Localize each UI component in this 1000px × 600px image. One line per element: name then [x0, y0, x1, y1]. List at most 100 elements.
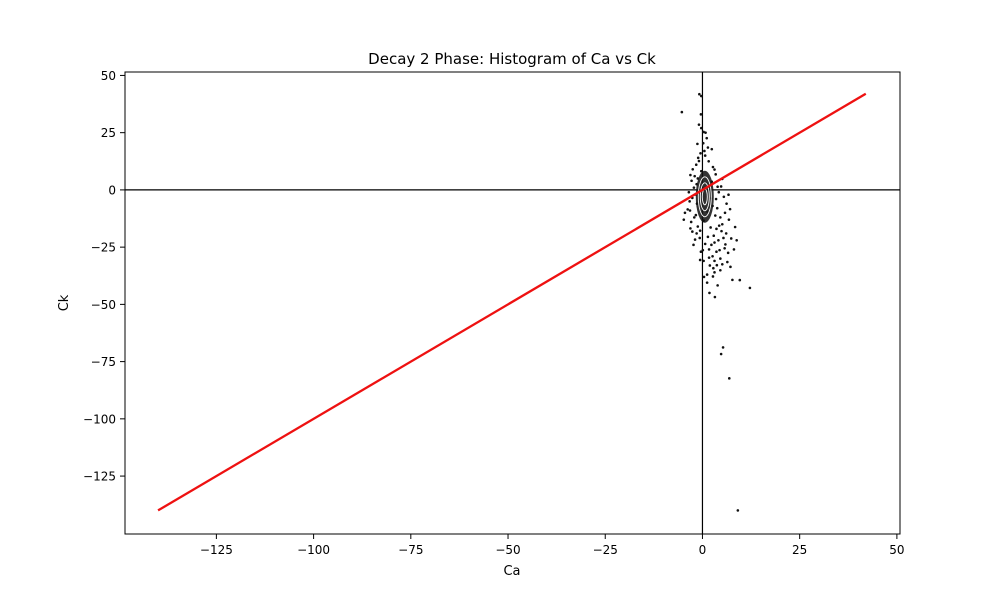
x-axis-ticks: −125 −100 −75 −50 −25 0 25 50 — [200, 534, 905, 557]
scatter-point — [738, 278, 742, 282]
scatter-point — [717, 238, 720, 242]
y-axis-ticks: 50 25 0 −25 −50 −75 −100 −125 — [83, 69, 125, 484]
scatter-point — [709, 226, 712, 229]
scatter-point — [720, 263, 724, 266]
scatter-point — [712, 266, 715, 270]
scatter-point — [703, 149, 706, 153]
x-tick-label: 25 — [792, 543, 807, 557]
scatter-point — [719, 257, 722, 260]
scatter-point — [713, 214, 717, 217]
scatter-point — [721, 346, 725, 349]
scatter-point — [719, 185, 723, 188]
scatter-point — [708, 291, 711, 295]
scatter-point — [705, 281, 709, 284]
scatter-point — [717, 224, 721, 227]
scatter-point — [713, 259, 716, 263]
scatter-point — [696, 225, 700, 228]
scatter-point — [726, 251, 730, 255]
scatter-point — [719, 268, 722, 272]
scatter-point — [704, 131, 707, 134]
x-tick-label: −75 — [398, 543, 423, 557]
scatter-point — [717, 190, 721, 194]
y-tick-label: −50 — [91, 298, 116, 312]
scatter-point — [726, 260, 729, 264]
scatter-point — [705, 136, 709, 140]
x-tick-label: −50 — [495, 543, 520, 557]
scatter-point — [683, 211, 687, 215]
chart-title: Decay 2 Phase: Histogram of Ca vs Ck — [368, 50, 656, 68]
scatter-point — [723, 246, 726, 250]
x-tick-label: −125 — [200, 543, 233, 557]
scatter-point — [716, 185, 719, 188]
y-tick-label: −75 — [91, 355, 116, 369]
scatter-point — [691, 167, 695, 171]
scatter-point — [724, 243, 727, 246]
scatter-point — [711, 165, 715, 169]
y-axis-label: Ck — [57, 294, 72, 311]
scatter-point — [699, 169, 703, 173]
scatter-point — [699, 151, 702, 155]
scatter-point — [715, 263, 719, 267]
scatter-point — [713, 241, 716, 244]
scatter-point — [699, 94, 703, 98]
scatter-point — [688, 209, 692, 212]
scatter-point — [722, 236, 725, 240]
scatter-point — [715, 250, 718, 254]
scatter-point — [689, 173, 692, 177]
scatter-point — [692, 216, 696, 219]
scatter-point — [727, 218, 731, 221]
scatter-point — [699, 113, 703, 116]
scatter-point — [688, 200, 691, 203]
scatter-point — [706, 146, 710, 149]
scatter-point — [680, 110, 684, 114]
scatter-point — [698, 92, 701, 96]
scatter-point — [693, 174, 696, 178]
scatter-point — [723, 211, 727, 215]
scatter-point — [733, 225, 737, 229]
scatter-point — [702, 259, 705, 263]
y-tick-label: 0 — [108, 183, 116, 197]
y-tick-label: −25 — [91, 241, 116, 255]
scatter-point — [719, 216, 722, 219]
scatter-point — [701, 141, 705, 145]
scatter-point — [703, 242, 707, 246]
scatter-point — [689, 220, 693, 224]
scatter-point — [682, 218, 686, 221]
scatter-point — [692, 186, 696, 189]
scatter-point — [690, 179, 693, 183]
scatter-point — [707, 248, 711, 251]
scatter-point — [701, 248, 705, 252]
scatter-point — [720, 222, 724, 226]
scatter-point — [725, 202, 728, 205]
scatter-point — [692, 243, 695, 247]
y-tick-label: 25 — [101, 126, 116, 140]
density-contour — [699, 182, 710, 212]
scatter-point — [711, 275, 715, 278]
scatter-point — [722, 195, 726, 199]
scatter-point — [694, 163, 698, 167]
scatter-point — [697, 159, 701, 163]
scatter-point — [689, 227, 692, 230]
dense-core-contours — [695, 170, 714, 223]
scatter-point — [729, 237, 733, 240]
x-axis-label: Ca — [503, 564, 520, 579]
scatter-point — [699, 250, 703, 254]
scatter-point — [706, 235, 710, 239]
scatter-point — [713, 168, 716, 171]
scatter-point — [718, 248, 721, 252]
scatter-point — [712, 234, 716, 237]
scatter-point — [731, 278, 734, 282]
scatter-point — [699, 126, 703, 130]
scatter-point — [728, 207, 732, 211]
scatter-point — [697, 123, 701, 126]
scatter-point — [687, 190, 691, 194]
y-tick-label: 50 — [101, 69, 116, 83]
scatter-point — [720, 229, 723, 233]
scatter-point — [698, 236, 702, 240]
scatter-point — [714, 173, 717, 176]
scatter-point — [707, 159, 710, 163]
scatter-point — [708, 264, 712, 267]
scatter-point — [724, 232, 728, 235]
y-tick-label: −100 — [83, 412, 116, 426]
